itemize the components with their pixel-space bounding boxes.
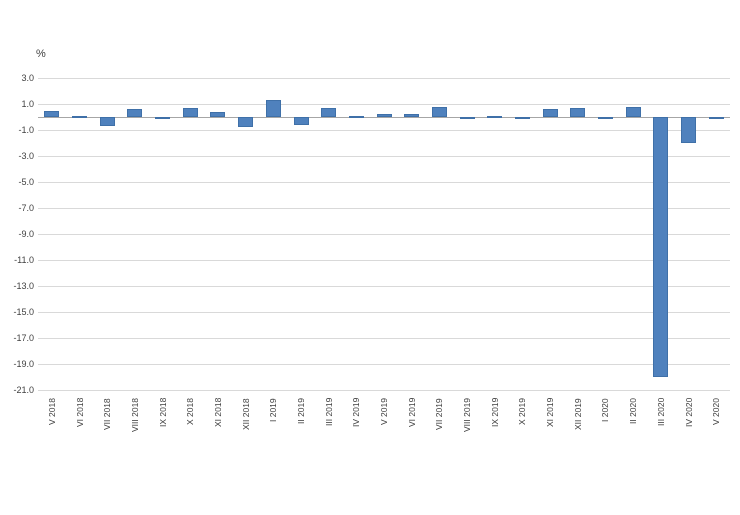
x-tick-label: II 2019 xyxy=(296,398,306,424)
x-tick-label: XI 2018 xyxy=(212,398,223,428)
bar-iv-2019 xyxy=(348,115,364,118)
x-tick-label: VI 2018 xyxy=(74,398,85,428)
y-tick-label: -9.0 xyxy=(18,229,34,239)
x-tick-label: I 2020 xyxy=(600,398,611,422)
x-tick-label: XII 2018 xyxy=(240,398,251,430)
bar-vi-2019 xyxy=(404,114,420,117)
x-tick-label: IV 2020 xyxy=(683,398,694,428)
y-tick-label: -11.0 xyxy=(14,255,34,265)
bar-ix-2018 xyxy=(155,117,171,119)
bar-ix-2019 xyxy=(487,115,503,118)
x-tick-label: VII 2019 xyxy=(434,398,445,430)
gridline xyxy=(38,208,730,209)
bar-xi-2019 xyxy=(542,109,558,117)
bar-ii-2019 xyxy=(293,117,309,125)
bar-ii-2020 xyxy=(625,106,641,117)
y-tick-label: 1.0 xyxy=(21,99,34,109)
bar-x-2018 xyxy=(182,107,198,117)
x-axis-line xyxy=(38,117,730,118)
gridline xyxy=(38,312,730,313)
y-tick-label: -19.0 xyxy=(13,359,34,369)
x-tick-label: IV 2019 xyxy=(351,398,362,428)
bar-v-2018 xyxy=(44,110,60,117)
x-tick-label: XI 2019 xyxy=(545,398,556,428)
y-tick-label: -7.0 xyxy=(18,203,34,213)
x-tick-label: V 2018 xyxy=(46,398,57,425)
y-tick-label: -13.0 xyxy=(13,281,34,291)
y-tick-label: 3.0 xyxy=(21,73,34,83)
bar-i-2020 xyxy=(597,117,613,119)
x-tick-label: VIII 2019 xyxy=(462,398,472,433)
bar-viii-2018 xyxy=(127,109,143,117)
y-tick-label: -21.0 xyxy=(13,385,34,395)
gridline xyxy=(38,104,730,105)
bar-v-2020 xyxy=(708,117,724,119)
bar-x-2019 xyxy=(514,117,530,119)
gridline xyxy=(38,338,730,339)
y-tick-label: -3.0 xyxy=(18,151,34,161)
x-tick-label: VII 2018 xyxy=(102,398,113,430)
bar-viii-2019 xyxy=(459,117,475,119)
gridline xyxy=(38,364,730,365)
bar-xii-2019 xyxy=(570,107,586,117)
x-tick-label: IX 2019 xyxy=(489,398,500,428)
y-tick-label: -17.0 xyxy=(13,333,34,343)
x-tick-label: II 2020 xyxy=(628,398,639,424)
x-tick-label: IX 2018 xyxy=(157,398,168,428)
x-tick-label: VI 2019 xyxy=(406,398,417,428)
x-tick-label: XII 2019 xyxy=(572,398,583,430)
x-tick-label: VIII 2018 xyxy=(129,398,140,433)
y-tick-label: -1.0 xyxy=(18,125,34,135)
gridline xyxy=(38,286,730,287)
x-tick-label: I 2019 xyxy=(268,398,279,422)
x-tick-label: V 2019 xyxy=(379,398,389,425)
gridline xyxy=(38,390,730,391)
gridline xyxy=(38,130,730,131)
x-tick-label: V 2020 xyxy=(711,398,722,425)
bar-xii-2018 xyxy=(238,117,254,128)
y-axis-unit-label: % xyxy=(36,48,46,60)
gridline xyxy=(38,260,730,261)
x-tick-label: X 2018 xyxy=(185,398,196,425)
bar-vii-2018 xyxy=(99,117,115,127)
gridline xyxy=(38,182,730,183)
bar-vi-2018 xyxy=(72,115,87,118)
bar-iii-2019 xyxy=(321,107,337,117)
bar-xi-2018 xyxy=(210,111,226,117)
bar-iv-2020 xyxy=(681,117,696,143)
gridline xyxy=(38,234,730,235)
y-tick-label: -5.0 xyxy=(18,177,34,187)
gridline xyxy=(38,78,730,79)
bar-i-2019 xyxy=(265,100,281,117)
x-tick-label: X 2019 xyxy=(517,398,528,425)
x-tick-label: III 2020 xyxy=(655,398,666,427)
bar-iii-2020 xyxy=(653,117,669,377)
x-tick-label: III 2019 xyxy=(323,398,334,427)
bar-v-2019 xyxy=(376,114,392,117)
gridline xyxy=(38,156,730,157)
bar-vii-2019 xyxy=(431,106,447,117)
y-tick-label: -15.0 xyxy=(13,307,34,317)
